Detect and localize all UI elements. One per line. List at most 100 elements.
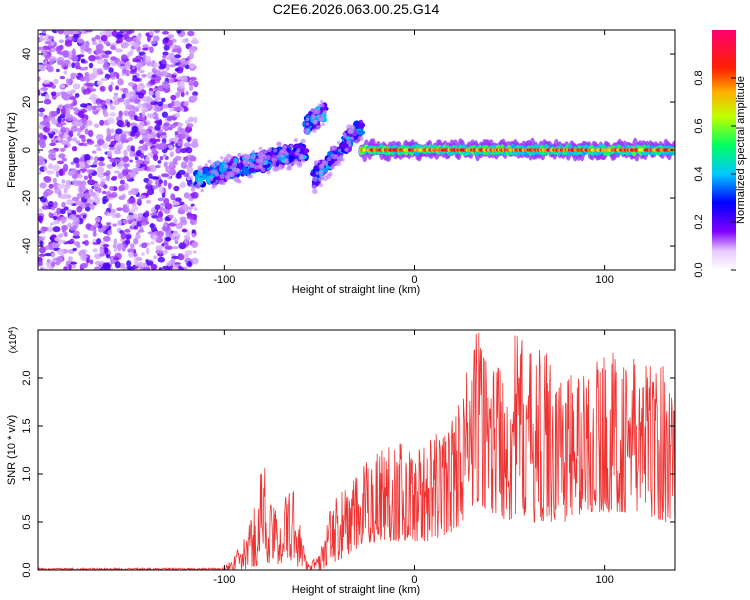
heatmap-noise-blob bbox=[189, 63, 196, 69]
heatmap-noise-blob bbox=[72, 247, 77, 252]
heatmap-haze-dot bbox=[285, 158, 289, 162]
heatmap-noise-blob bbox=[67, 222, 72, 227]
heatmap-haze-dot bbox=[321, 161, 326, 166]
heatmap-noise-blob bbox=[102, 63, 110, 70]
heatmap-noise-blob bbox=[158, 179, 163, 184]
heatmap-noise-blob bbox=[181, 204, 189, 212]
heatmap-noise-blob bbox=[54, 236, 61, 242]
heatmap-noise-blob bbox=[145, 247, 150, 255]
heatmap-noise-blob bbox=[38, 155, 43, 162]
heatmap-haze-dot bbox=[249, 162, 253, 166]
heatmap-haze-dot bbox=[223, 164, 229, 169]
heatmap-noise-blob bbox=[187, 30, 195, 37]
heatmap-noise-blob bbox=[165, 63, 170, 71]
heatmap-noise-blob bbox=[193, 217, 197, 221]
heatmap-noise-blob bbox=[105, 170, 111, 176]
heatmap-noise-blob bbox=[64, 103, 71, 110]
heatmap-noise-blob bbox=[126, 260, 132, 267]
heatmap-noise-blob bbox=[179, 75, 188, 80]
heatmap-noise-blob bbox=[109, 186, 115, 191]
heatmap-noise-blob bbox=[64, 183, 71, 190]
heatmap-noise-blob bbox=[125, 239, 131, 245]
heatmap-noise-blob bbox=[38, 107, 45, 113]
heatmap-noise-blob bbox=[126, 266, 133, 270]
heatmap-haze-dot bbox=[301, 159, 306, 163]
heatmap-noise-blob bbox=[72, 83, 81, 90]
heatmap-noise-blob bbox=[59, 147, 66, 152]
heatmap-noise-blob bbox=[174, 197, 182, 203]
heatmap-noise-blob bbox=[59, 168, 64, 176]
heatmap-noise-blob bbox=[45, 122, 51, 129]
heatmap-noise-blob bbox=[86, 121, 93, 127]
heatmap-segment-blob bbox=[339, 142, 349, 149]
heatmap-noise-blob bbox=[88, 73, 96, 81]
heatmap-haze-dot bbox=[326, 173, 332, 179]
heatmap-noise-blob bbox=[187, 260, 192, 267]
colorbar-tick-label: 0.0 bbox=[693, 262, 705, 277]
heatmap-haze-dot bbox=[348, 143, 352, 148]
heatmap-noise-blob bbox=[158, 267, 163, 270]
heatmap-noise-blob bbox=[51, 261, 56, 268]
heatmap-noise-blob bbox=[39, 182, 47, 189]
heatmap-noise-blob bbox=[128, 30, 135, 34]
heatmap-noise-blob bbox=[91, 105, 98, 111]
heatmap-noise-blob bbox=[132, 125, 138, 133]
heatmap-noise-blob bbox=[120, 137, 129, 143]
heatmap-noise-blob bbox=[107, 229, 113, 236]
heatmap-noise-blob bbox=[38, 89, 41, 96]
heatmap-noise-blob bbox=[125, 234, 132, 240]
heatmap-noise-blob bbox=[146, 260, 154, 266]
heatmap-noise-blob bbox=[120, 232, 127, 240]
heatmap-haze-dot bbox=[311, 184, 317, 190]
heatmap-noise-blob bbox=[187, 136, 191, 143]
heatmap-noise-blob bbox=[112, 95, 120, 101]
heatmap-haze-dot bbox=[211, 185, 216, 189]
heatmap-noise-blob bbox=[175, 111, 181, 118]
heatmap-noise-blob bbox=[193, 207, 198, 211]
heatmap-noise-blob bbox=[183, 253, 189, 258]
heatmap-noise-blob bbox=[137, 32, 142, 38]
heatmap-noise-blob bbox=[125, 100, 130, 105]
heatmap-noise-blob bbox=[168, 52, 175, 59]
heatmap-noise-blob bbox=[174, 131, 179, 136]
heatmap-noise-blob bbox=[113, 149, 122, 155]
heatmap-noise-blob bbox=[100, 99, 106, 106]
heatmap-noise-blob bbox=[148, 173, 153, 179]
heatmap-haze-dot bbox=[264, 154, 271, 161]
heatmap-noise-blob bbox=[193, 250, 197, 254]
heatmap-haze-dot bbox=[237, 153, 242, 158]
heatmap-noise-blob bbox=[173, 185, 180, 192]
heatmap-noise-blob bbox=[108, 144, 115, 148]
heatmap-noise-blob bbox=[184, 156, 189, 163]
heatmap-noise-blob bbox=[178, 82, 185, 90]
heatmap-noise-blob bbox=[171, 232, 180, 238]
heatmap-noise-blob bbox=[114, 212, 121, 219]
heatmap-haze-dot bbox=[319, 170, 324, 175]
heatmap-noise-blob bbox=[138, 121, 145, 129]
heatmap-x-axis: -100 0 100 bbox=[213, 30, 614, 286]
heatmap-noise-blob bbox=[135, 55, 143, 61]
heatmap-noise-blob bbox=[51, 137, 57, 145]
heatmap-noise-blob bbox=[117, 78, 124, 86]
heatmap-noise-blob bbox=[112, 223, 117, 227]
heatmap-noise-blob bbox=[92, 150, 97, 154]
heatmap-noise-blob bbox=[63, 206, 69, 211]
heatmap-noise-blob bbox=[188, 46, 196, 54]
snr-y-axis: 0.0 0.5 1.0 1.5 2.0 bbox=[21, 370, 675, 578]
heatmap-haze-dot bbox=[229, 165, 233, 170]
heatmap-noise-blob bbox=[119, 179, 125, 185]
heatmap-noise-blob bbox=[81, 67, 88, 71]
heatmap-noise-blob bbox=[167, 34, 174, 39]
heatmap-noise-blob bbox=[83, 192, 91, 200]
heatmap-noise-blob bbox=[38, 138, 46, 144]
heatmap-noise-blob bbox=[81, 137, 86, 143]
heatmap-noise-blob bbox=[93, 123, 100, 128]
heatmap-noise-blob bbox=[116, 37, 123, 44]
heatmap-noise-blob bbox=[134, 234, 141, 240]
heatmap-noise-blob bbox=[111, 30, 118, 37]
heatmap-noise-blob bbox=[145, 95, 152, 103]
heatmap-noise-blob bbox=[176, 92, 181, 98]
heatmap-noise-blob bbox=[169, 151, 174, 158]
heatmap-noise-blob bbox=[167, 182, 172, 190]
heatmap-noise-blob bbox=[188, 116, 195, 123]
